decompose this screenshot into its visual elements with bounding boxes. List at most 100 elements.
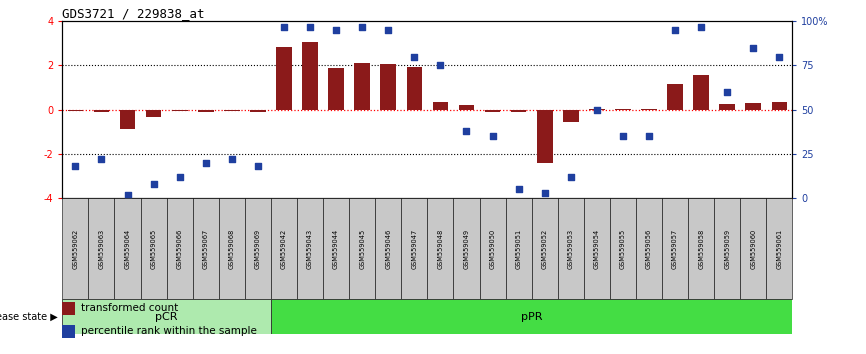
Bar [694,75,709,110]
Bar [62,198,88,299]
Text: GSM559049: GSM559049 [463,229,469,269]
Bar [433,102,449,110]
Point [68,164,82,169]
Text: GSM559045: GSM559045 [359,229,365,269]
Bar [375,198,401,299]
Text: GSM559056: GSM559056 [646,229,652,269]
Point [746,45,760,51]
Point [94,156,108,162]
Text: GSM559066: GSM559066 [177,229,183,269]
Bar [120,110,135,129]
Point [460,128,474,134]
Point [381,27,395,33]
Bar [171,110,188,111]
Point [695,24,708,29]
Point [303,24,317,29]
Bar [145,110,161,118]
Point [277,24,291,29]
Bar [245,198,271,299]
Bar [558,198,584,299]
Bar [224,110,240,111]
Bar [380,64,396,110]
Text: GSM559059: GSM559059 [724,229,730,269]
Point [355,24,369,29]
Text: GSM559068: GSM559068 [229,229,235,269]
Text: GSM559052: GSM559052 [542,229,547,269]
Bar [250,110,266,112]
Point [225,156,239,162]
Bar [271,299,792,334]
Bar [720,104,735,110]
Text: GSM559061: GSM559061 [776,229,782,269]
Bar [766,198,792,299]
Bar [276,47,292,110]
Bar [615,109,630,110]
Bar [297,198,323,299]
Bar [198,110,214,112]
Bar [667,84,683,110]
Bar [62,325,75,338]
Bar [688,198,714,299]
Bar [563,110,578,122]
Text: pPR: pPR [521,312,542,322]
Bar [193,198,219,299]
Text: GSM559047: GSM559047 [411,229,417,269]
Bar [537,110,553,163]
Point [721,89,734,95]
Bar [323,198,349,299]
Text: GSM559055: GSM559055 [620,229,626,269]
Bar [714,198,740,299]
Bar [485,110,501,112]
Bar [94,110,109,112]
Text: GSM559042: GSM559042 [281,229,287,269]
Text: GSM559057: GSM559057 [672,229,678,269]
Text: GSM559065: GSM559065 [151,229,157,269]
Point [590,107,604,113]
Point [407,54,421,59]
Bar [68,110,83,111]
Bar [610,198,636,299]
Bar [532,198,558,299]
Point [512,187,526,192]
Bar [589,109,604,110]
Text: GSM559051: GSM559051 [515,229,521,269]
Bar [740,198,766,299]
Text: GSM559043: GSM559043 [307,229,313,269]
Text: GSM559064: GSM559064 [125,229,131,269]
Text: disease state ▶: disease state ▶ [0,312,58,322]
Bar [140,198,166,299]
Text: GSM559050: GSM559050 [489,229,495,269]
Point [538,190,552,196]
Point [434,63,448,68]
Bar [636,198,662,299]
Bar [354,63,370,110]
Text: GSM559054: GSM559054 [594,229,600,269]
Text: GSM559048: GSM559048 [437,229,443,269]
Text: GSM559058: GSM559058 [698,229,704,269]
Bar [62,302,75,315]
Text: percentile rank within the sample: percentile rank within the sample [81,326,256,336]
Point [642,133,656,139]
Point [251,164,265,169]
Text: GSM559067: GSM559067 [203,229,209,269]
Bar [302,42,318,110]
Bar [480,198,506,299]
Point [669,27,682,33]
Bar [349,198,375,299]
Point [486,133,500,139]
Text: GSM559069: GSM559069 [255,229,261,269]
Bar [88,198,114,299]
Point [120,192,134,198]
Bar [506,198,532,299]
Text: GDS3721 / 229838_at: GDS3721 / 229838_at [62,7,205,20]
Bar [328,68,344,110]
Bar [166,198,193,299]
Bar [271,198,297,299]
Bar [62,299,271,334]
Point [329,27,343,33]
Text: GSM559044: GSM559044 [333,229,339,269]
Bar [511,110,527,113]
Point [172,174,186,180]
Bar [428,198,454,299]
Point [564,174,578,180]
